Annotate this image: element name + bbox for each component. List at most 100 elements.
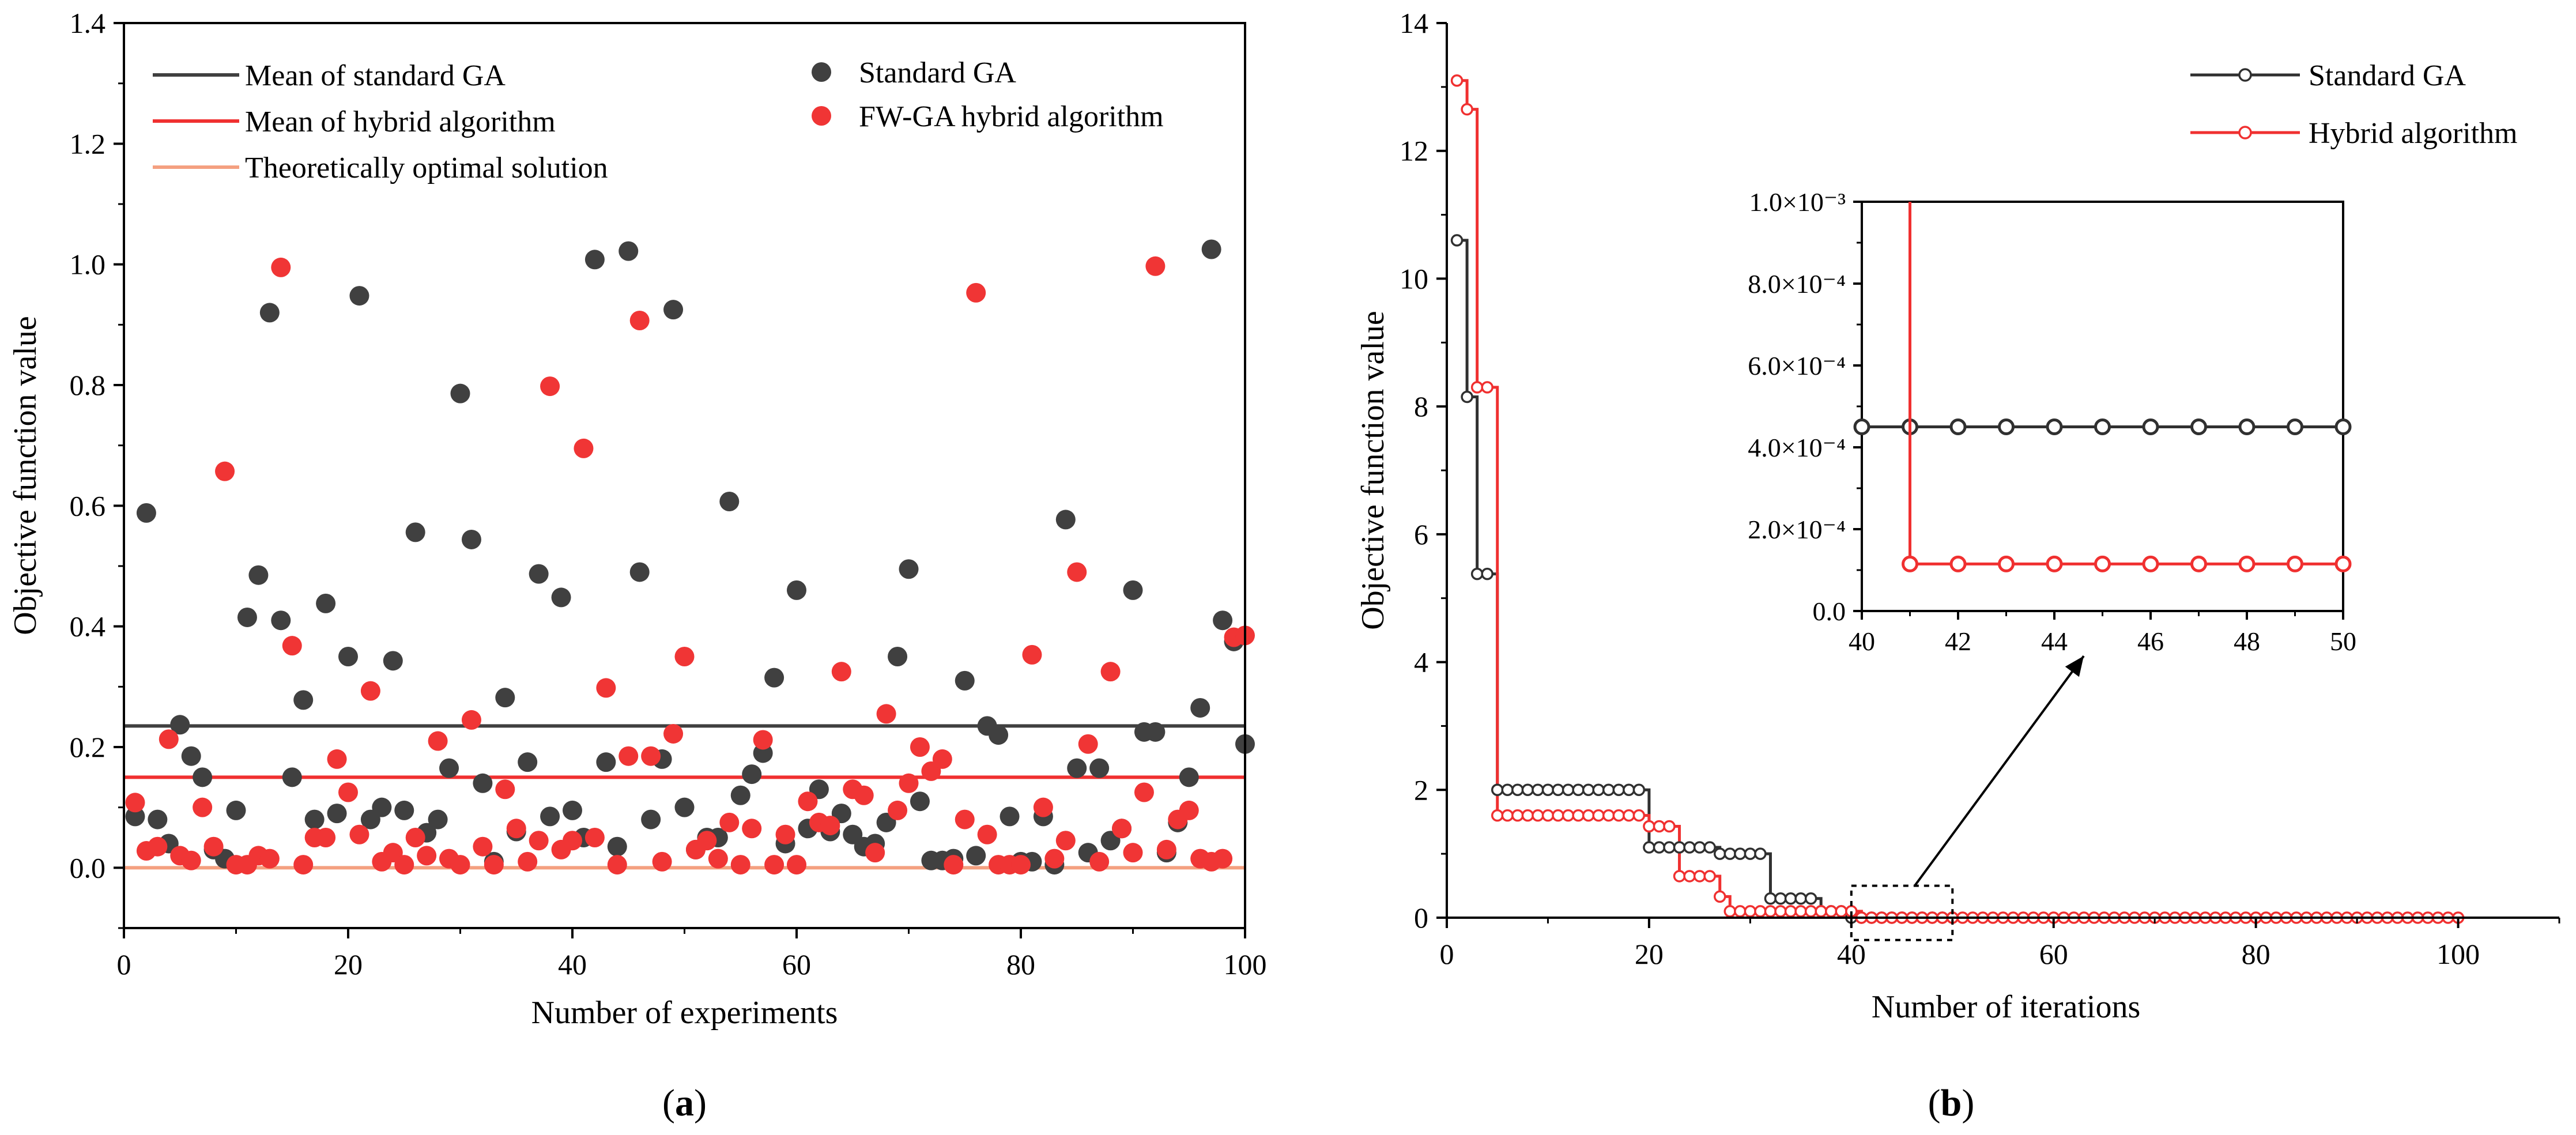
b-y-tick-label: 12: [1400, 135, 1428, 167]
a-hybrid-point: [977, 824, 997, 844]
inset-y-tick-label: 8.0×10⁻⁴: [1748, 269, 1846, 299]
b-standard-ga-marker: [1623, 783, 1635, 797]
a-hybrid-point: [966, 282, 986, 303]
a-x-tick-label: 80: [1006, 948, 1035, 981]
a-standard-ga-point: [125, 806, 145, 827]
a-standard-ga-point: [450, 383, 470, 404]
a-hybrid-point: [563, 831, 582, 851]
a-standard-ga-point: [327, 804, 347, 824]
b-standard-ga-marker: [1774, 892, 1787, 905]
b-legend-label: Hybrid algorithm: [2309, 117, 2518, 150]
a-hybrid-point: [405, 828, 425, 847]
inset-standard-ga-marker: [2046, 418, 2063, 435]
b-hybrid-marker: [1470, 381, 1484, 394]
panel-a-chart: 0 20 40 60 80 100 0.0 0.2 0.4 0.6 0.8 1.0 1.2 1.4 Num…: [7, 7, 1267, 1124]
a-standard-ga-point: [899, 559, 919, 579]
a-standard-ga-point: [607, 836, 627, 857]
b-hybrid-marker: [1784, 905, 1797, 918]
a-hybrid-point: [584, 828, 605, 847]
a-hybrid-point: [1011, 855, 1031, 875]
a-standard-ga-point: [730, 785, 750, 805]
b-hybrid-marker: [1744, 905, 1757, 918]
a-standard-ga-point: [910, 791, 930, 812]
a-hybrid-point: [159, 729, 179, 749]
a-hybrid-point: [865, 843, 885, 863]
zoom-arrow-line: [1914, 655, 2085, 887]
a-standard-ga-point: [181, 746, 201, 766]
b-standard-ga-marker: [1562, 783, 1575, 797]
a-standard-ga-point: [304, 809, 325, 829]
a-hybrid-point: [450, 855, 470, 875]
b-hybrid-marker: [1552, 809, 1564, 822]
inset-x-tick-label: 42: [1945, 627, 1971, 656]
b-x-axis-title: Number of iterations: [1872, 989, 2141, 1025]
a-y-tick-label: 0.4: [70, 610, 106, 643]
a-standard-ga-point: [719, 492, 740, 512]
b-hybrid-marker: [1592, 809, 1605, 822]
a-y-tick-label: 1.4: [70, 7, 106, 39]
inset-hybrid-marker: [2046, 555, 2063, 572]
inset-standard-ga-marker: [2334, 418, 2352, 435]
b-legend-marker-swatch: [2238, 126, 2252, 139]
b-hybrid-marker: [1481, 381, 1493, 394]
inset-standard-ga-marker: [2142, 418, 2159, 435]
a-standard-ga-point: [170, 715, 190, 735]
a-standard-ga-point: [1213, 610, 1233, 631]
b-standard-ga-marker: [1491, 783, 1504, 797]
a-hybrid-point: [1123, 843, 1143, 863]
inset-standard-ga-marker: [2238, 418, 2256, 435]
a-hybrid-point: [820, 816, 840, 836]
zoom-arrow-head: [2065, 656, 2084, 677]
a-hybrid-point: [484, 855, 504, 875]
a-standard-ga-point: [237, 607, 257, 627]
b-y-tick-label: 14: [1400, 7, 1428, 39]
b-hybrid-marker: [1491, 809, 1504, 822]
inset-hybrid-marker: [1949, 555, 1967, 572]
b-standard-ga-marker: [1663, 841, 1676, 854]
b-y-tick-label: 4: [1414, 646, 1428, 678]
b-y-tick-label: 2: [1414, 774, 1428, 806]
b-hybrid-marker: [1572, 809, 1585, 822]
a-hybrid-point: [629, 311, 650, 331]
b-hybrid-marker: [1734, 905, 1747, 918]
a-hybrid-point: [495, 779, 515, 800]
b-y-tick-label: 6: [1414, 518, 1428, 550]
b-hybrid-marker: [1804, 905, 1817, 918]
b-hybrid-marker: [1713, 890, 1726, 903]
a-hybrid-point: [641, 746, 661, 766]
a-standard-ga-point: [596, 752, 616, 772]
a-standard-ga-point: [349, 286, 369, 306]
a-standard-ga-point: [764, 668, 785, 688]
panel-label-a-letter: a: [675, 1082, 694, 1124]
a-legend-line-label: Mean of hybrid algorithm: [245, 105, 556, 138]
b-standard-ga-marker: [1470, 567, 1484, 580]
a-standard-ga-point: [316, 593, 336, 613]
a-y-tick-label: 0.8: [70, 369, 106, 401]
a-hybrid-point: [1134, 782, 1154, 802]
a-axis-ticks: 0 20 40 60 80 100 0.0 0.2 0.4 0.6 0.8 1.0 1.2 1.4: [70, 7, 1267, 981]
a-hybrid-point: [888, 800, 908, 820]
a-standard-ga-point: [1000, 806, 1020, 827]
a-hybrid-point: [518, 851, 538, 872]
b-legend-label: Standard GA: [2309, 59, 2466, 92]
a-hybrid-point: [753, 730, 773, 750]
a-hybrid-point: [764, 855, 785, 875]
a-standard-ga-point: [629, 562, 650, 582]
b-x-tick-label: 100: [2437, 938, 2480, 970]
b-legend-marker-swatch: [2238, 68, 2252, 82]
a-hybrid-point: [327, 749, 347, 769]
b-standard-ga-marker: [1723, 847, 1737, 860]
inset-standard-ga-marker: [1853, 418, 1870, 435]
a-hybrid-point: [955, 809, 975, 829]
b-standard-ga-marker: [1804, 892, 1817, 905]
a-hybrid-point: [674, 647, 695, 666]
b-hybrid-marker: [1612, 809, 1625, 822]
a-hybrid-point: [1156, 839, 1176, 859]
inset-hybrid-marker: [1998, 555, 2015, 572]
a-hybrid-point: [529, 831, 549, 851]
b-y-tick-label: 0: [1414, 902, 1428, 934]
a-hybrid-point: [349, 824, 369, 844]
a-hybrid-point: [775, 824, 795, 844]
